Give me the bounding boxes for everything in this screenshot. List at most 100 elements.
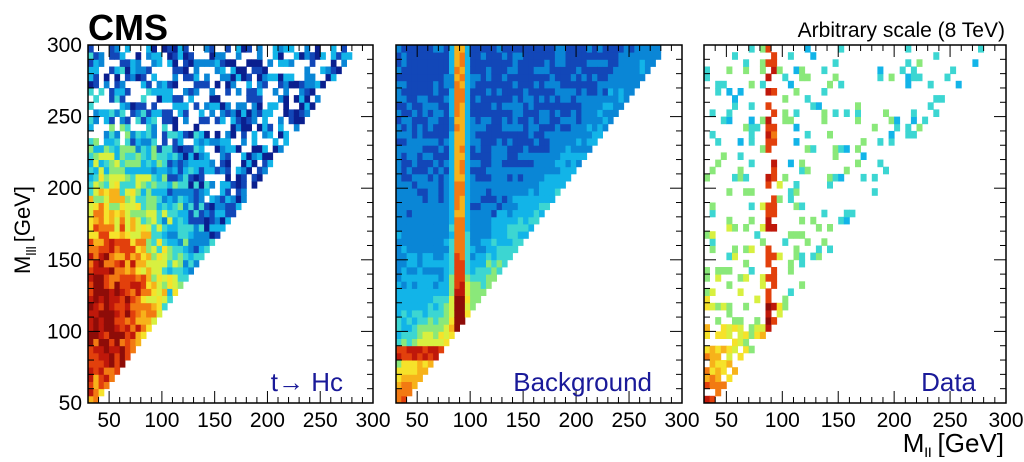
heatmap-cell xyxy=(782,73,789,82)
heatmap-cell xyxy=(427,66,434,75)
heatmap-cell xyxy=(88,395,94,404)
heatmap-cell xyxy=(130,209,136,218)
heatmap-cell xyxy=(109,88,115,96)
heatmap-cell xyxy=(486,80,492,89)
heatmap-cell xyxy=(114,352,121,361)
heatmap-cell xyxy=(209,138,216,146)
heatmap-cell xyxy=(314,45,321,53)
heatmap-cell xyxy=(401,345,407,354)
heatmap-cell xyxy=(151,231,157,239)
heatmap-cell xyxy=(172,166,179,175)
heatmap-cell xyxy=(454,80,460,89)
heatmap-cell xyxy=(570,109,577,117)
heatmap-cell xyxy=(528,102,535,110)
heatmap-cell xyxy=(459,302,466,311)
heatmap-cell xyxy=(406,352,413,361)
heatmap-cell xyxy=(140,274,147,282)
heatmap-cell xyxy=(406,52,413,60)
heatmap-cell xyxy=(225,145,231,153)
heatmap-cell xyxy=(838,216,845,225)
heatmap-cell xyxy=(103,138,110,146)
heatmap-cell xyxy=(554,188,561,196)
heatmap-cell xyxy=(715,267,722,275)
heatmap-cell xyxy=(427,274,434,282)
heatmap-cell xyxy=(417,302,423,311)
heatmap-cell xyxy=(715,381,722,390)
heatmap-cell xyxy=(475,238,482,246)
heatmap-cell xyxy=(607,73,614,82)
heatmap-cell xyxy=(140,317,147,325)
heatmap-cell xyxy=(459,267,466,275)
heatmap-cell xyxy=(193,130,200,139)
heatmap-cell xyxy=(815,245,822,254)
heatmap-cell xyxy=(528,80,535,89)
heatmap-cell xyxy=(140,324,147,332)
heatmap-cell xyxy=(422,102,429,110)
heatmap-cell xyxy=(406,338,413,347)
heatmap-cell xyxy=(438,45,445,53)
heatmap-cell xyxy=(422,123,429,132)
heatmap-cell xyxy=(251,88,258,96)
heatmap-cell xyxy=(309,102,316,110)
heatmap-cell xyxy=(475,52,482,60)
heatmap-cell xyxy=(88,309,94,318)
heatmap-cell xyxy=(124,59,131,67)
heatmap-cell xyxy=(602,66,609,75)
heatmap-cell xyxy=(193,245,200,254)
heatmap-cell xyxy=(459,274,466,282)
heatmap-cell xyxy=(517,123,524,132)
heatmap-cell xyxy=(401,66,407,75)
heatmap-cell xyxy=(422,109,429,117)
heatmap-cell xyxy=(135,181,142,189)
heatmap-cell xyxy=(156,109,163,117)
heatmap-cell xyxy=(140,138,147,146)
heatmap-cell xyxy=(491,152,497,160)
heatmap-cell xyxy=(193,259,200,268)
heatmap-cell xyxy=(401,274,407,282)
heatmap-cell xyxy=(517,202,524,211)
heatmap-cell xyxy=(422,331,429,339)
heatmap-cell xyxy=(528,152,535,160)
heatmap-cell xyxy=(528,52,535,60)
heatmap-cell xyxy=(88,324,94,332)
heatmap-cell xyxy=(501,59,508,67)
heatmap-cell xyxy=(422,352,429,361)
heatmap-cell xyxy=(88,388,94,397)
heatmap-cell xyxy=(528,173,535,182)
heatmap-cell xyxy=(933,52,940,60)
heatmap-cell xyxy=(124,181,131,189)
y-tick-label: 200 xyxy=(47,177,82,200)
heatmap-cell xyxy=(607,80,614,89)
heatmap-cell xyxy=(109,52,115,60)
heatmap-cell xyxy=(272,138,279,146)
heatmap-cell xyxy=(438,145,445,153)
heatmap-cell xyxy=(613,80,619,89)
heatmap-cell xyxy=(496,252,503,261)
heatmap-cell xyxy=(438,95,445,103)
heatmap-cell xyxy=(459,259,466,268)
heatmap-cell xyxy=(93,274,99,282)
heatmap-cell xyxy=(454,116,460,125)
heatmap-cell xyxy=(613,102,619,110)
heatmap-cell xyxy=(570,45,577,53)
heatmap-cell xyxy=(607,109,614,117)
heatmap-cell xyxy=(401,352,407,361)
heatmap-cell xyxy=(938,95,945,103)
heatmap-cell xyxy=(443,52,450,60)
heatmap-cell xyxy=(565,130,572,139)
heatmap-cell xyxy=(501,52,508,60)
heatmap-cell xyxy=(193,238,200,246)
heatmap-cell xyxy=(214,95,221,103)
heatmap-cell xyxy=(177,259,184,268)
heatmap-cell xyxy=(183,202,189,211)
heatmap-cell xyxy=(114,259,121,268)
heatmap-cell xyxy=(765,123,772,132)
heatmap-cell xyxy=(183,267,189,275)
heatmap-cell xyxy=(204,202,210,211)
heatmap-cell xyxy=(256,59,263,67)
y-tick-label: 150 xyxy=(47,249,82,272)
heatmap-cell xyxy=(565,59,572,67)
heatmap-cell xyxy=(198,252,205,261)
heatmap-cell xyxy=(109,159,115,168)
heatmap-cell xyxy=(464,52,471,60)
